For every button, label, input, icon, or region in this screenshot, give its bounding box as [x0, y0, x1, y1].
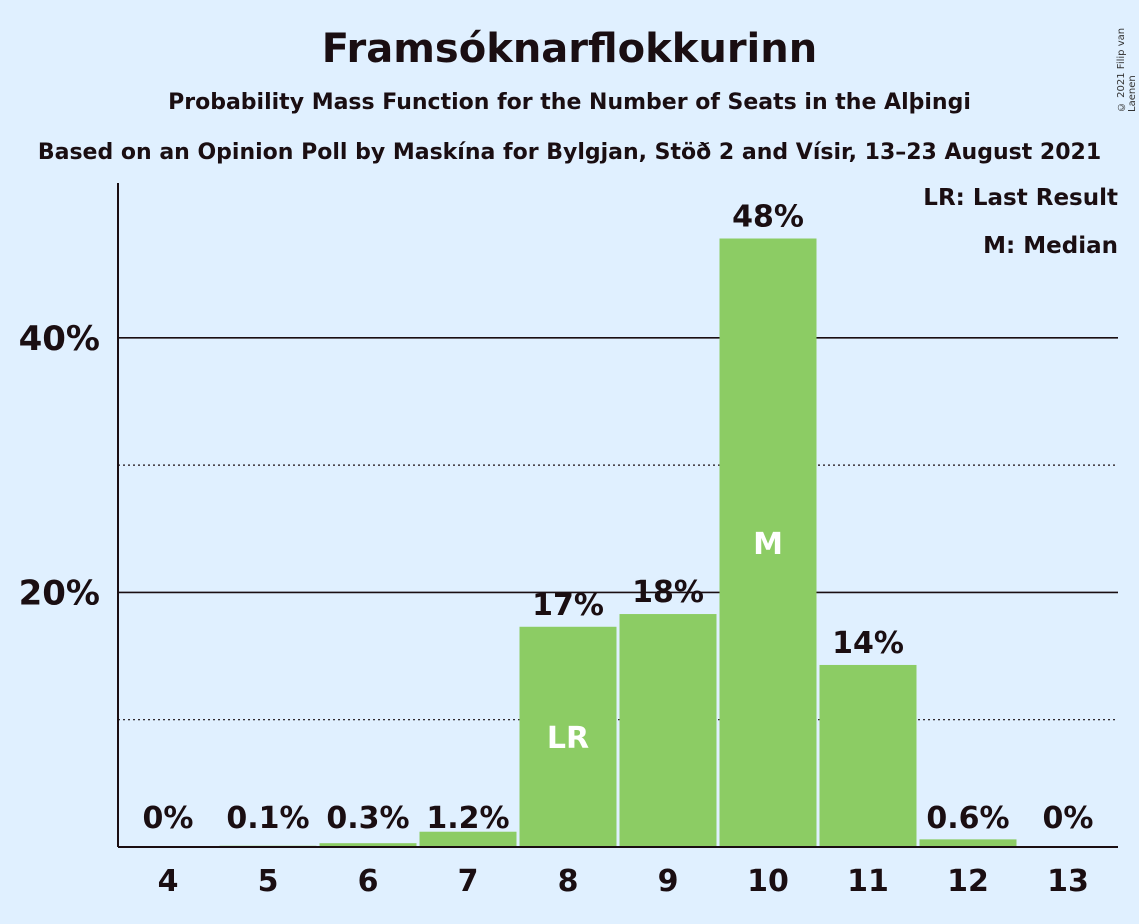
bar-marker-lr: LR: [547, 721, 589, 756]
x-tick-label-8: 8: [558, 864, 579, 899]
value-label-6: 0.3%: [326, 801, 409, 836]
bar-10: [719, 238, 817, 848]
value-label-5: 0.1%: [226, 801, 309, 836]
bar-9: [619, 614, 717, 847]
x-tick-label-9: 9: [658, 864, 679, 899]
chart-subtitle: Probability Mass Function for the Number…: [168, 90, 971, 115]
x-tick-label-5: 5: [258, 864, 279, 899]
value-label-13: 0%: [1043, 801, 1094, 836]
chart-source-line: Based on an Opinion Poll by Maskína for …: [37, 140, 1102, 165]
y-tick-label: 40%: [19, 319, 100, 359]
y-tick-label: 20%: [19, 573, 100, 613]
x-tick-label-12: 12: [947, 864, 989, 899]
legend-last-result: LR: Last Result: [923, 185, 1118, 211]
x-tick-label-10: 10: [747, 864, 789, 899]
bar-6: [319, 843, 417, 847]
value-label-10: 48%: [732, 200, 804, 235]
value-label-11: 14%: [832, 626, 904, 661]
x-tick-label-13: 13: [1047, 864, 1089, 899]
bar-8: [519, 626, 617, 847]
bar-7: [419, 831, 517, 847]
chart-title: Framsóknarflokkurinn: [321, 26, 818, 72]
value-label-7: 1.2%: [426, 801, 509, 836]
value-label-8: 17%: [532, 588, 604, 623]
value-label-9: 18%: [632, 575, 704, 610]
bar-12: [919, 839, 1017, 847]
legend-median: M: Median: [983, 233, 1118, 259]
value-label-4: 0%: [143, 801, 194, 836]
value-label-12: 0.6%: [926, 801, 1009, 836]
x-tick-label-11: 11: [847, 864, 889, 899]
x-tick-label-6: 6: [358, 864, 379, 899]
bar-marker-m: M: [753, 527, 783, 562]
x-tick-label-7: 7: [458, 864, 479, 899]
x-tick-label-4: 4: [158, 864, 179, 899]
bar-11: [819, 664, 917, 847]
